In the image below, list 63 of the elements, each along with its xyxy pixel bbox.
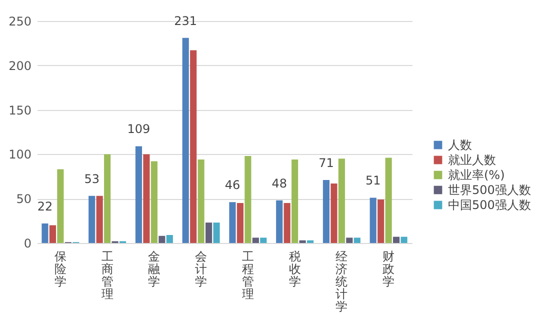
bar xyxy=(306,240,314,243)
bar xyxy=(276,200,283,243)
y-tick-label: 0 xyxy=(24,236,32,250)
bar xyxy=(370,198,376,243)
data-label: 46 xyxy=(224,178,240,192)
x-tick-label: 财政学 xyxy=(382,250,395,288)
legend-label: 就业人数 xyxy=(448,153,496,167)
bar xyxy=(252,238,259,243)
bar xyxy=(135,146,142,243)
y-tick-label: 50 xyxy=(16,192,32,206)
x-tick-label: 工商管理 xyxy=(101,250,114,301)
x-tick-label: 税收学 xyxy=(288,250,301,288)
bar xyxy=(190,50,197,243)
data-label: 71 xyxy=(318,156,334,170)
bar xyxy=(346,238,353,243)
data-label: 48 xyxy=(272,176,287,190)
bar xyxy=(198,160,204,243)
bar xyxy=(400,236,408,243)
bar xyxy=(260,238,267,243)
bar xyxy=(284,203,290,243)
bar xyxy=(213,222,220,243)
data-label: 109 xyxy=(127,122,150,136)
bar xyxy=(166,235,173,243)
legend-label: 就业率(%) xyxy=(448,168,505,182)
legend-label: 世界500强人数 xyxy=(448,183,531,197)
data-label: 53 xyxy=(84,172,100,186)
bar xyxy=(385,158,392,243)
y-tick-label: 250 xyxy=(8,14,32,28)
bar xyxy=(88,196,96,243)
bar xyxy=(96,196,103,243)
x-tick-label: 保险学 xyxy=(54,250,66,288)
bar xyxy=(322,180,330,243)
bar xyxy=(206,222,212,243)
bar xyxy=(338,158,345,243)
legend-label: 人数 xyxy=(448,138,472,152)
bar xyxy=(244,156,252,243)
bar xyxy=(42,223,48,243)
bar xyxy=(330,184,338,243)
x-tick-label: 会计学 xyxy=(195,250,208,288)
bar xyxy=(150,161,158,243)
bar xyxy=(354,238,360,243)
y-tick-label: 100 xyxy=(8,148,32,162)
bar xyxy=(292,160,298,243)
bar xyxy=(393,236,400,243)
data-label: 231 xyxy=(174,14,198,28)
x-tick-label: 金融学 xyxy=(148,250,160,288)
legend-label: 中国500强人数 xyxy=(448,198,531,212)
y-tick-label: 200 xyxy=(8,58,32,73)
bar xyxy=(57,169,64,243)
data-label: 51 xyxy=(365,174,381,188)
bar xyxy=(182,38,189,243)
bar xyxy=(299,240,306,243)
y-tick-label: 150 xyxy=(8,103,32,118)
bar xyxy=(236,203,244,243)
bar xyxy=(378,199,384,243)
bar xyxy=(143,154,150,243)
bar xyxy=(104,154,111,243)
bar xyxy=(158,236,166,243)
x-tick-label: 经济统计学 xyxy=(336,250,348,314)
bar xyxy=(49,225,56,243)
bar xyxy=(229,202,236,243)
data-label: 22 xyxy=(37,199,53,214)
x-tick-label: 工程管理 xyxy=(242,250,254,301)
